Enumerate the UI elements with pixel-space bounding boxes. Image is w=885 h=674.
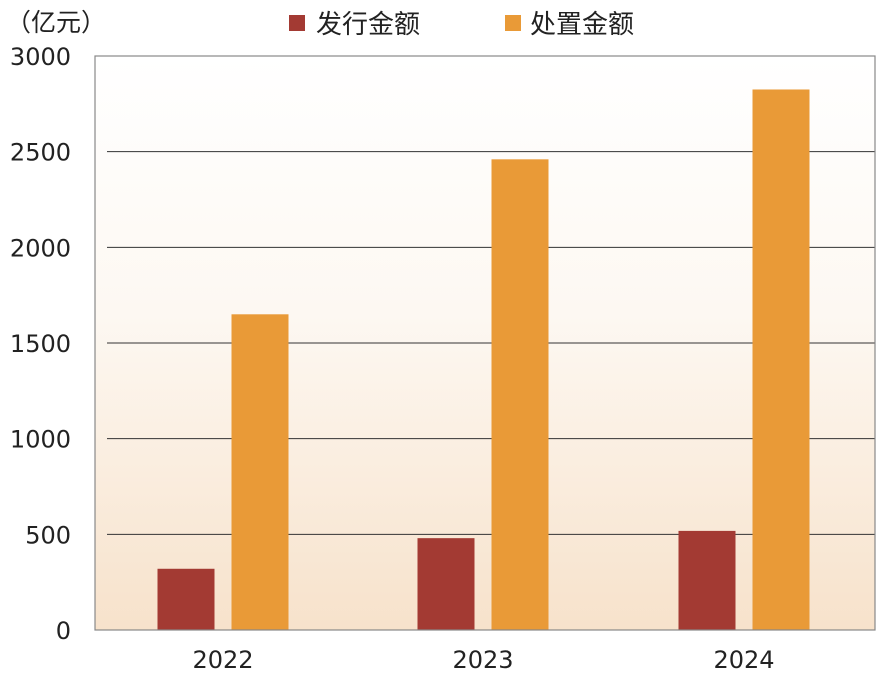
bar-发行金额-2023	[417, 538, 475, 630]
bar-处置金额-2024	[752, 89, 810, 630]
plot-frame	[94, 55, 876, 631]
legend-swatch-处置金额	[505, 15, 521, 31]
y-tick-500: 500	[25, 521, 71, 549]
y-tick-labels: 0 500 1000 1500 2000 2500 3000	[10, 43, 71, 645]
x-tick-2023: 2023	[452, 646, 513, 674]
legend-label-处置金额: 处置金额	[530, 10, 634, 40]
legend-swatch-发行金额	[289, 15, 305, 31]
x-tick-2024: 2024	[713, 646, 774, 674]
x-tick-2022: 2022	[192, 646, 253, 674]
legend-label-发行金额: 发行金额	[316, 10, 420, 40]
x-tick-labels: 2022 2023 2024	[192, 646, 774, 674]
y-tick-1000: 1000	[10, 426, 71, 454]
y-tick-2500: 2500	[10, 139, 71, 167]
y-tick-1500: 1500	[10, 330, 71, 358]
y-tick-3000: 3000	[10, 43, 71, 71]
y-tick-2000: 2000	[10, 234, 71, 262]
y-tick-0: 0	[56, 617, 71, 645]
bar-处置金额-2022	[231, 314, 289, 630]
bar-发行金额-2022	[157, 568, 215, 630]
bar-发行金额-2024	[678, 530, 736, 630]
bars	[157, 89, 810, 630]
unit-label: （亿元）	[6, 8, 106, 37]
legend: 发行金额 处置金额	[289, 10, 634, 40]
bar-处置金额-2023	[491, 159, 549, 630]
